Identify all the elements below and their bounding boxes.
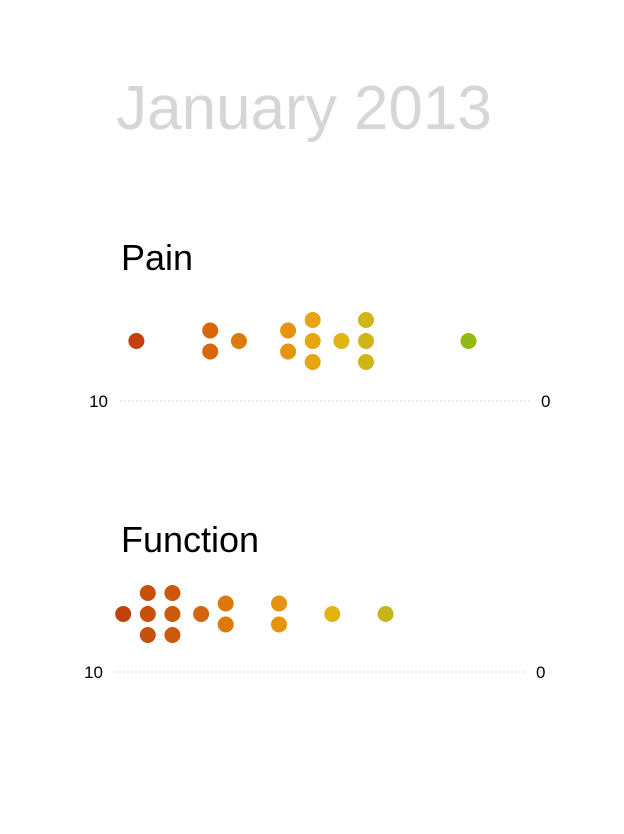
function-data-point bbox=[115, 606, 132, 622]
function-data-point bbox=[217, 616, 234, 633]
pain-data-point bbox=[280, 343, 297, 360]
pain-data-point bbox=[333, 333, 350, 349]
pain-data-point bbox=[128, 333, 145, 349]
function-data-point bbox=[139, 606, 156, 622]
function-data-point bbox=[164, 585, 181, 601]
pain-data-point bbox=[358, 333, 374, 349]
pain-data-point bbox=[230, 333, 247, 349]
function-data-point bbox=[139, 627, 156, 643]
pain-data-point bbox=[304, 312, 321, 328]
pain-axis-min-label: 10 bbox=[89, 392, 108, 411]
function-data-point bbox=[324, 606, 341, 622]
function-data-point bbox=[271, 595, 287, 612]
pain-data-point bbox=[202, 343, 219, 360]
function-axis-max-label: 0 bbox=[536, 663, 545, 682]
month-title: January 2013 bbox=[116, 74, 492, 143]
function-axis-min-label: 10 bbox=[84, 663, 103, 682]
pain-data-point bbox=[280, 322, 297, 339]
function-data-point bbox=[271, 616, 287, 633]
function-data-point bbox=[139, 585, 156, 601]
function-data-point bbox=[193, 606, 210, 622]
pain-data-point bbox=[304, 333, 321, 349]
function-dot-plot: 10 0 bbox=[84, 585, 545, 682]
pain-dot-plot: 10 0 bbox=[89, 312, 550, 411]
pain-data-point bbox=[358, 312, 374, 328]
pain-data-point bbox=[304, 354, 321, 370]
function-data-point bbox=[377, 606, 394, 622]
function-data-point bbox=[164, 627, 181, 643]
pain-data-point bbox=[358, 354, 374, 370]
pain-data-point bbox=[460, 333, 477, 349]
function-data-point bbox=[217, 595, 234, 612]
function-data-point bbox=[164, 606, 181, 622]
pain-chart-title: Pain bbox=[121, 237, 194, 278]
function-chart-title: Function bbox=[121, 519, 260, 560]
pain-axis-max-label: 0 bbox=[541, 392, 550, 411]
pain-data-point bbox=[202, 322, 219, 339]
